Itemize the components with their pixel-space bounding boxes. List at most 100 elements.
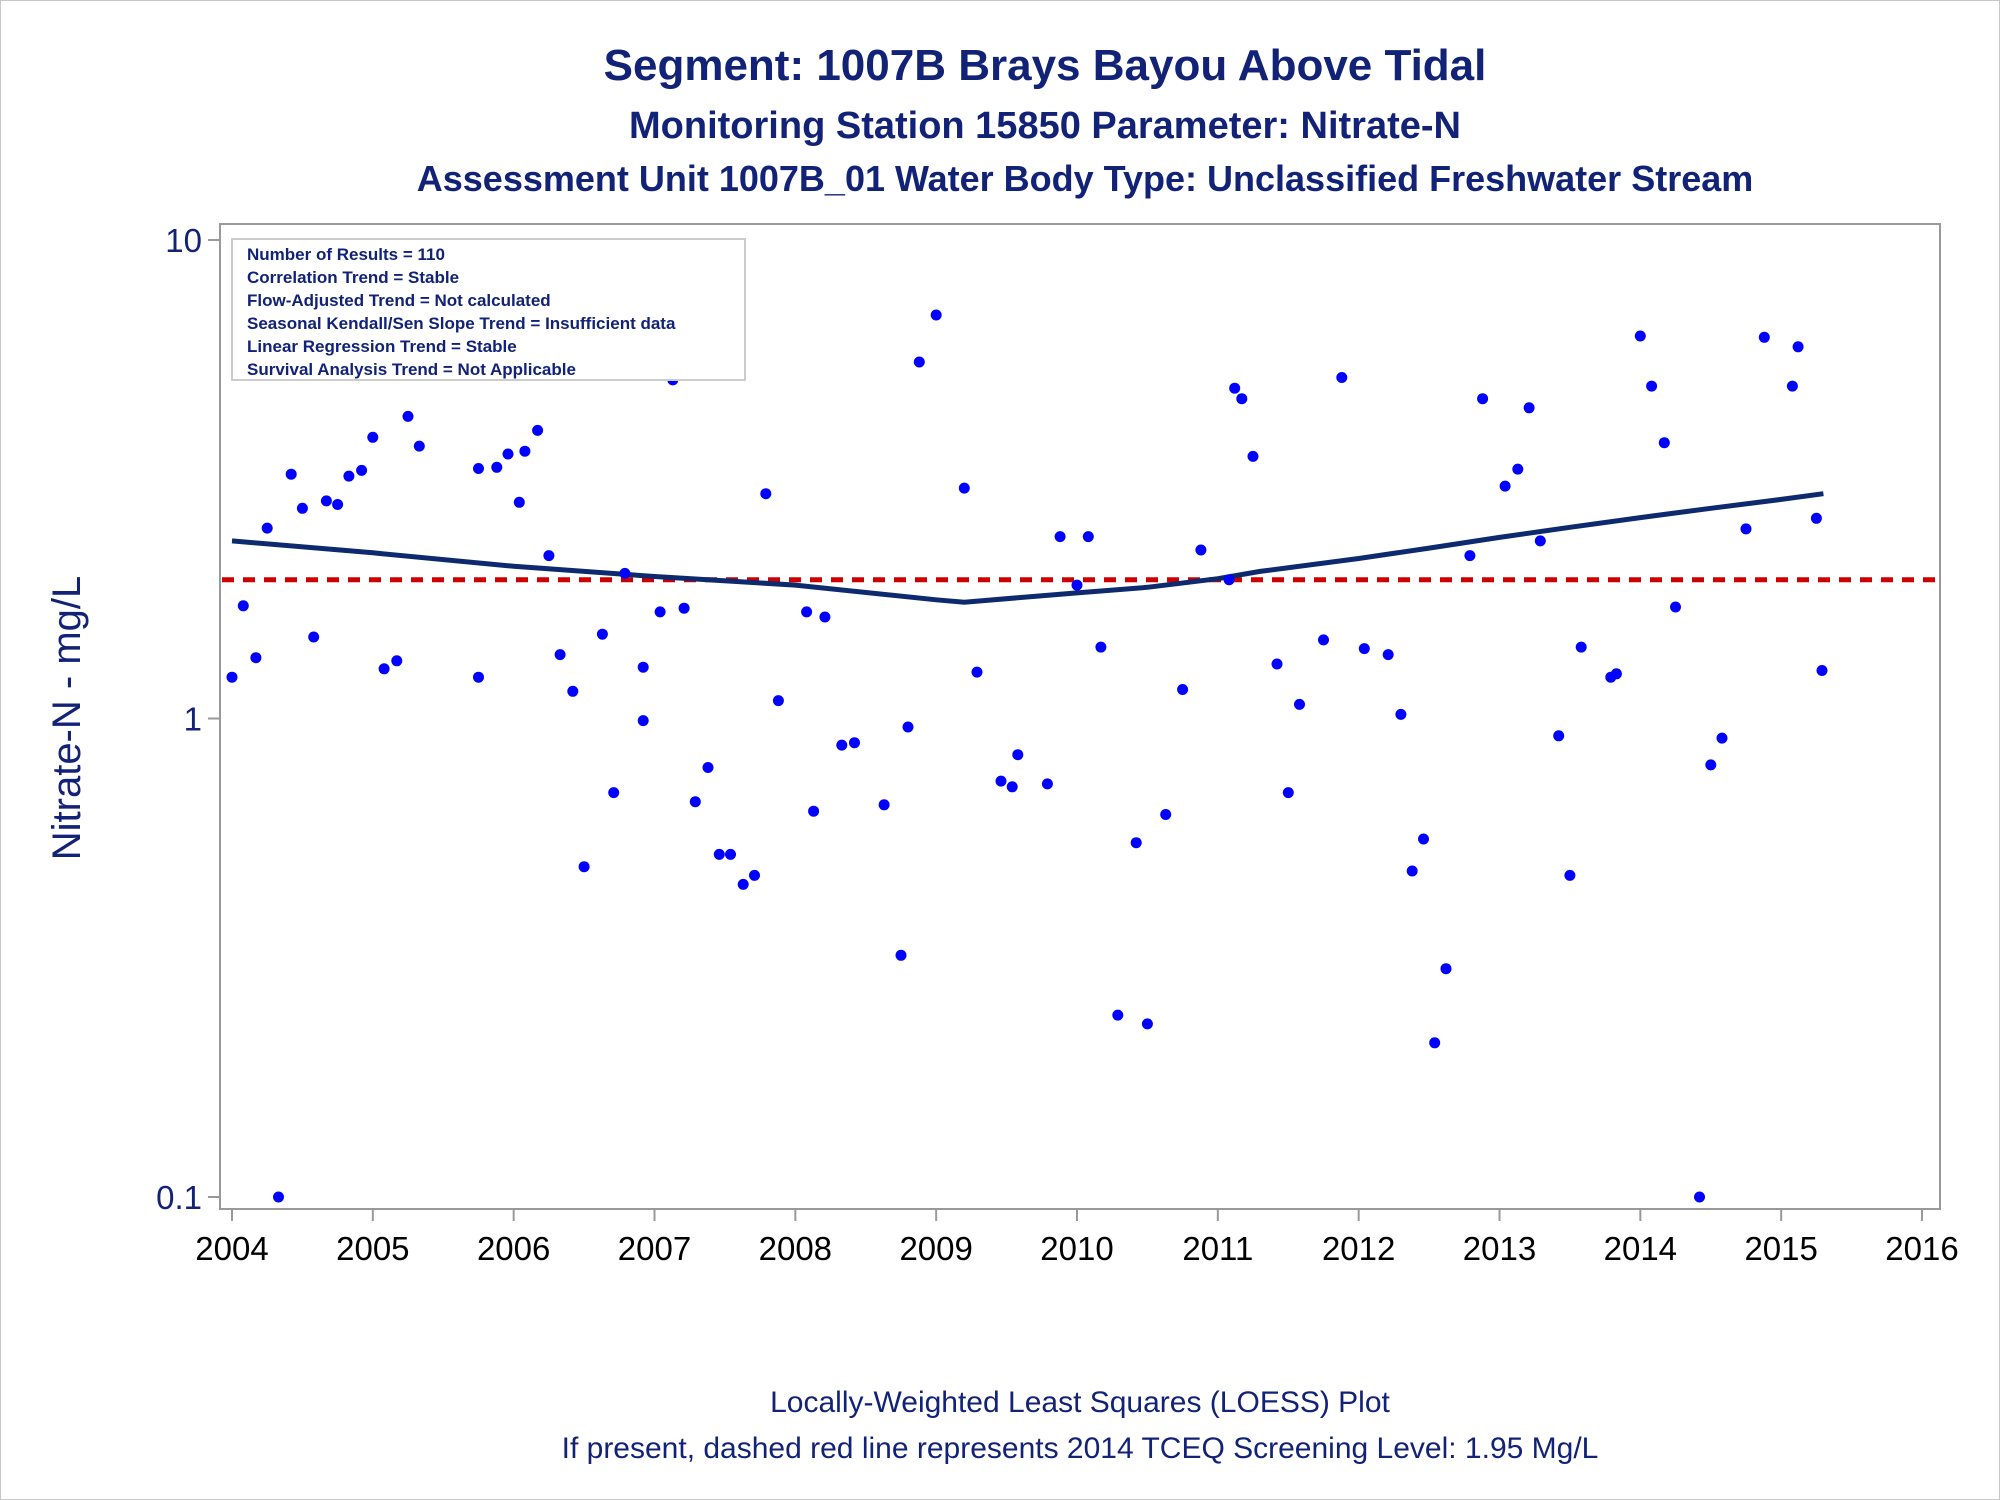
data-point bbox=[895, 949, 907, 961]
x-tick-label: 2005 bbox=[336, 1230, 409, 1267]
data-point bbox=[902, 721, 914, 733]
info-line-4: Seasonal Kendall/Sen Slope Trend = Insuf… bbox=[247, 314, 676, 333]
data-point bbox=[1418, 833, 1429, 845]
data-point bbox=[1499, 480, 1511, 492]
data-point bbox=[725, 848, 736, 860]
data-point bbox=[819, 611, 831, 623]
data-point bbox=[1395, 708, 1407, 720]
data-point bbox=[250, 652, 262, 664]
data-point bbox=[367, 431, 379, 443]
data-point bbox=[1247, 450, 1259, 462]
data-point bbox=[296, 502, 308, 514]
footnote-1: Locally-Weighted Least Squares (LOESS) P… bbox=[770, 1386, 1390, 1419]
data-point bbox=[578, 861, 590, 873]
data-point bbox=[971, 666, 983, 678]
data-point bbox=[1705, 759, 1717, 771]
x-tick-label: 2014 bbox=[1604, 1230, 1677, 1267]
data-point bbox=[519, 445, 531, 457]
data-point bbox=[1694, 1191, 1705, 1203]
x-tick-label: 2006 bbox=[477, 1230, 550, 1267]
data-point bbox=[608, 787, 620, 799]
data-point bbox=[356, 464, 368, 476]
data-point bbox=[1160, 809, 1172, 820]
data-point bbox=[1464, 550, 1476, 562]
data-point bbox=[913, 356, 925, 368]
chart-title: Segment: 1007B Brays Bayou Above Tidal bbox=[604, 41, 1487, 90]
data-point bbox=[1318, 634, 1329, 646]
y-axis: 0.1 1 10 bbox=[156, 222, 220, 1216]
data-point bbox=[1141, 1018, 1153, 1030]
data-point bbox=[654, 606, 666, 618]
footnote-2: If present, dashed red line represents 2… bbox=[562, 1432, 1599, 1465]
data-point bbox=[1271, 658, 1283, 670]
data-point bbox=[1195, 544, 1207, 556]
data-point bbox=[1610, 668, 1622, 680]
data-point bbox=[261, 522, 273, 534]
data-point bbox=[1177, 684, 1189, 695]
data-point bbox=[1758, 331, 1770, 343]
x-tick-label: 2016 bbox=[1885, 1230, 1958, 1267]
data-point bbox=[1406, 865, 1418, 877]
data-point bbox=[402, 410, 414, 422]
data-point bbox=[543, 550, 555, 562]
y-tick-label: 1 bbox=[184, 701, 202, 738]
data-point bbox=[801, 606, 813, 618]
data-point bbox=[1236, 393, 1248, 405]
info-line-2: Correlation Trend = Stable bbox=[247, 268, 459, 287]
data-point bbox=[1054, 531, 1066, 543]
y-tick-label: 0.1 bbox=[156, 1179, 202, 1216]
data-point bbox=[637, 661, 649, 673]
data-point bbox=[285, 468, 297, 480]
data-point bbox=[760, 488, 772, 500]
data-point bbox=[1534, 535, 1546, 547]
data-point bbox=[378, 663, 390, 675]
data-point bbox=[502, 448, 514, 460]
data-point bbox=[273, 1191, 284, 1203]
data-point bbox=[958, 482, 970, 494]
data-point bbox=[1082, 531, 1094, 543]
data-point bbox=[1229, 382, 1241, 394]
data-point bbox=[836, 739, 848, 751]
x-tick-label: 2007 bbox=[618, 1230, 691, 1267]
data-point bbox=[1223, 574, 1235, 586]
data-point bbox=[1429, 1037, 1441, 1049]
data-point bbox=[308, 631, 320, 643]
data-point bbox=[1130, 837, 1142, 849]
data-point bbox=[237, 600, 249, 612]
data-point bbox=[1740, 523, 1752, 535]
data-point bbox=[1440, 963, 1452, 975]
data-point bbox=[1041, 778, 1053, 790]
data-point bbox=[1512, 463, 1524, 475]
data-point bbox=[1477, 393, 1489, 405]
data-point bbox=[413, 440, 425, 452]
data-point bbox=[226, 671, 238, 683]
data-point bbox=[1071, 579, 1083, 591]
x-tick-label: 2008 bbox=[759, 1230, 832, 1267]
chart-subtitle-2: Assessment Unit 1007B_01 Water Body Type… bbox=[417, 158, 1754, 199]
data-points bbox=[226, 309, 1828, 1203]
data-point bbox=[1810, 512, 1822, 524]
info-line-1: Number of Results = 110 bbox=[247, 245, 445, 264]
data-point bbox=[1336, 372, 1348, 383]
loess-trend-line bbox=[231, 491, 1824, 605]
y-tick-label: 10 bbox=[165, 222, 202, 259]
data-point bbox=[713, 848, 725, 860]
data-point bbox=[689, 796, 701, 808]
data-point bbox=[678, 602, 690, 614]
data-point bbox=[1382, 649, 1394, 661]
data-point bbox=[532, 424, 544, 436]
x-tick-label: 2012 bbox=[1322, 1230, 1395, 1267]
data-point bbox=[930, 309, 942, 321]
data-point bbox=[596, 628, 608, 640]
data-point bbox=[849, 737, 860, 749]
data-point bbox=[749, 869, 760, 881]
x-tick-label: 2015 bbox=[1744, 1230, 1817, 1267]
x-tick-label: 2013 bbox=[1463, 1230, 1536, 1267]
data-point bbox=[1523, 402, 1535, 414]
data-point bbox=[995, 775, 1007, 787]
x-axis: 2004 2005 2006 2007 2008 2009 2010 2011 2012 2013… bbox=[195, 1209, 1959, 1267]
data-point bbox=[1012, 749, 1024, 761]
info-line-5: Linear Regression Trend = Stable bbox=[247, 337, 517, 356]
data-point bbox=[1575, 641, 1587, 653]
